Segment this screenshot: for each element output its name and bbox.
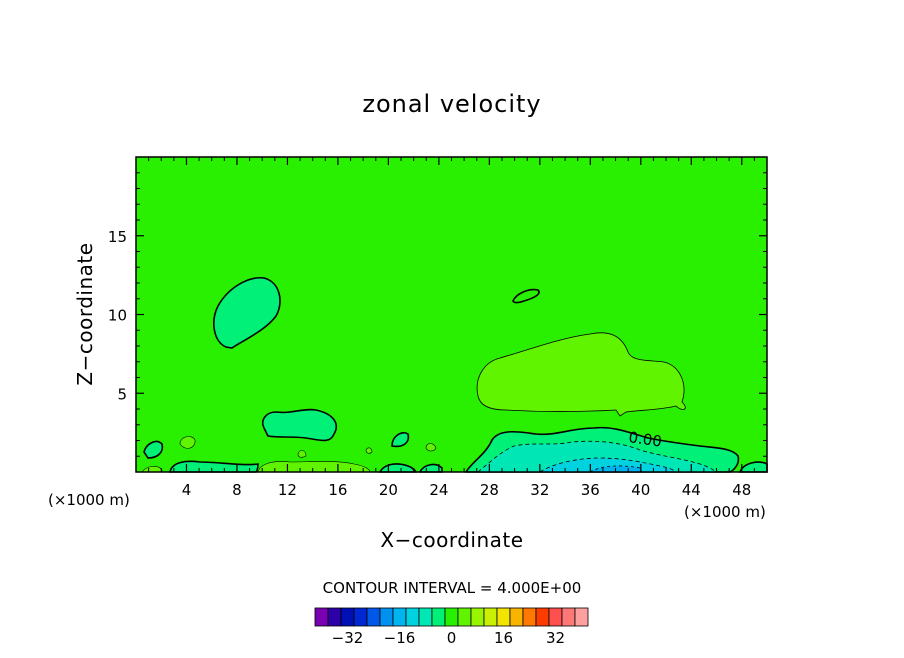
colorbar-swatch xyxy=(392,607,407,627)
x-tick-label: 16 xyxy=(328,481,347,499)
contour-bottom-left-pos xyxy=(141,466,163,473)
x-tick-label: 40 xyxy=(631,481,650,499)
x-tick-label: 20 xyxy=(379,481,398,499)
colorbar-swatch xyxy=(431,607,446,627)
colorbar-swatch xyxy=(314,607,329,627)
x-tick-label: 24 xyxy=(429,481,448,499)
contour-bottom-pos xyxy=(257,461,371,473)
colorbar-swatch xyxy=(327,607,342,627)
colorbar-swatch xyxy=(509,607,524,627)
x-tick-label: 8 xyxy=(232,481,242,499)
colorbar-swatch xyxy=(366,607,381,627)
x-tick-label: 12 xyxy=(278,481,297,499)
contour-blob-left xyxy=(143,440,164,459)
colorbar-tick-label: −16 xyxy=(384,629,416,647)
contour-label: 0.00 xyxy=(627,428,663,450)
colorbar-swatch xyxy=(496,607,511,627)
colorbar-swatch xyxy=(379,607,394,627)
x-tick-label: 36 xyxy=(581,481,600,499)
colorbar-swatch xyxy=(470,607,485,627)
plot-area: 0.00 xyxy=(135,156,768,473)
colorbar-swatch xyxy=(561,607,576,627)
colorbar-swatch xyxy=(574,607,589,627)
colorbar xyxy=(314,607,589,627)
contour-cell-small-upper xyxy=(512,288,540,304)
contour-blob-mid-3 xyxy=(297,450,307,458)
x-units-right: (×1000 m) xyxy=(684,503,766,521)
x-tick-label: 44 xyxy=(682,481,701,499)
colorbar-swatch xyxy=(522,607,537,627)
contour-cell-upper-left xyxy=(213,277,281,349)
contour-blob-mid-4 xyxy=(365,447,373,454)
contour-cell-upper-right xyxy=(476,332,686,417)
chart-title: zonal velocity xyxy=(362,90,541,118)
x-axis-ticks: 4 8 12 16 20 24 28 32 36 40 44 48 xyxy=(148,157,755,499)
colorbar-swatch xyxy=(353,607,368,627)
y-tick-label: 15 xyxy=(108,228,127,246)
contour-lower-jet-inner xyxy=(476,440,717,473)
colorbar-tick-label: 16 xyxy=(494,629,513,647)
colorbar-swatch xyxy=(340,607,355,627)
colorbar-swatch xyxy=(483,607,498,627)
x-tick-label: 28 xyxy=(480,481,499,499)
colorbar-tick-label: 32 xyxy=(546,629,565,647)
colorbar-swatch xyxy=(418,607,433,627)
contour-bottom-left xyxy=(169,460,259,473)
x-axis-label: X−coordinate xyxy=(380,528,523,552)
contour-bottom-mid-2 xyxy=(418,463,443,473)
contour-lower-jet-core xyxy=(538,457,677,473)
colorbar-tick-label: 0 xyxy=(447,629,457,647)
y-tick-label: 5 xyxy=(117,385,127,403)
colorbar-swatch xyxy=(444,607,459,627)
x-units-left: (×1000 m) xyxy=(48,491,130,509)
colorbar-swatch xyxy=(548,607,563,627)
y-axis-label: Z−coordinate xyxy=(73,242,97,385)
x-tick-label: 4 xyxy=(182,481,192,499)
contour-cell-mid-left xyxy=(261,408,338,442)
contour-blob-mid xyxy=(391,431,410,448)
contour-blob-mid-2 xyxy=(425,443,437,452)
contour-blob-left-2 xyxy=(179,436,196,449)
colorbar-swatch xyxy=(457,607,472,627)
contour-interval-text: CONTOUR INTERVAL = 4.000E+00 xyxy=(323,579,582,597)
colorbar-swatch xyxy=(405,607,420,627)
x-tick-label: 32 xyxy=(530,481,549,499)
y-axis-ticks: 5 10 15 xyxy=(108,172,767,457)
colorbar-tick-label: −32 xyxy=(332,629,364,647)
y-tick-label: 10 xyxy=(108,307,127,325)
colorbar-labels: −32 −16 0 16 32 xyxy=(332,629,565,647)
x-tick-label: 48 xyxy=(732,481,751,499)
colorbar-swatch xyxy=(535,607,550,627)
